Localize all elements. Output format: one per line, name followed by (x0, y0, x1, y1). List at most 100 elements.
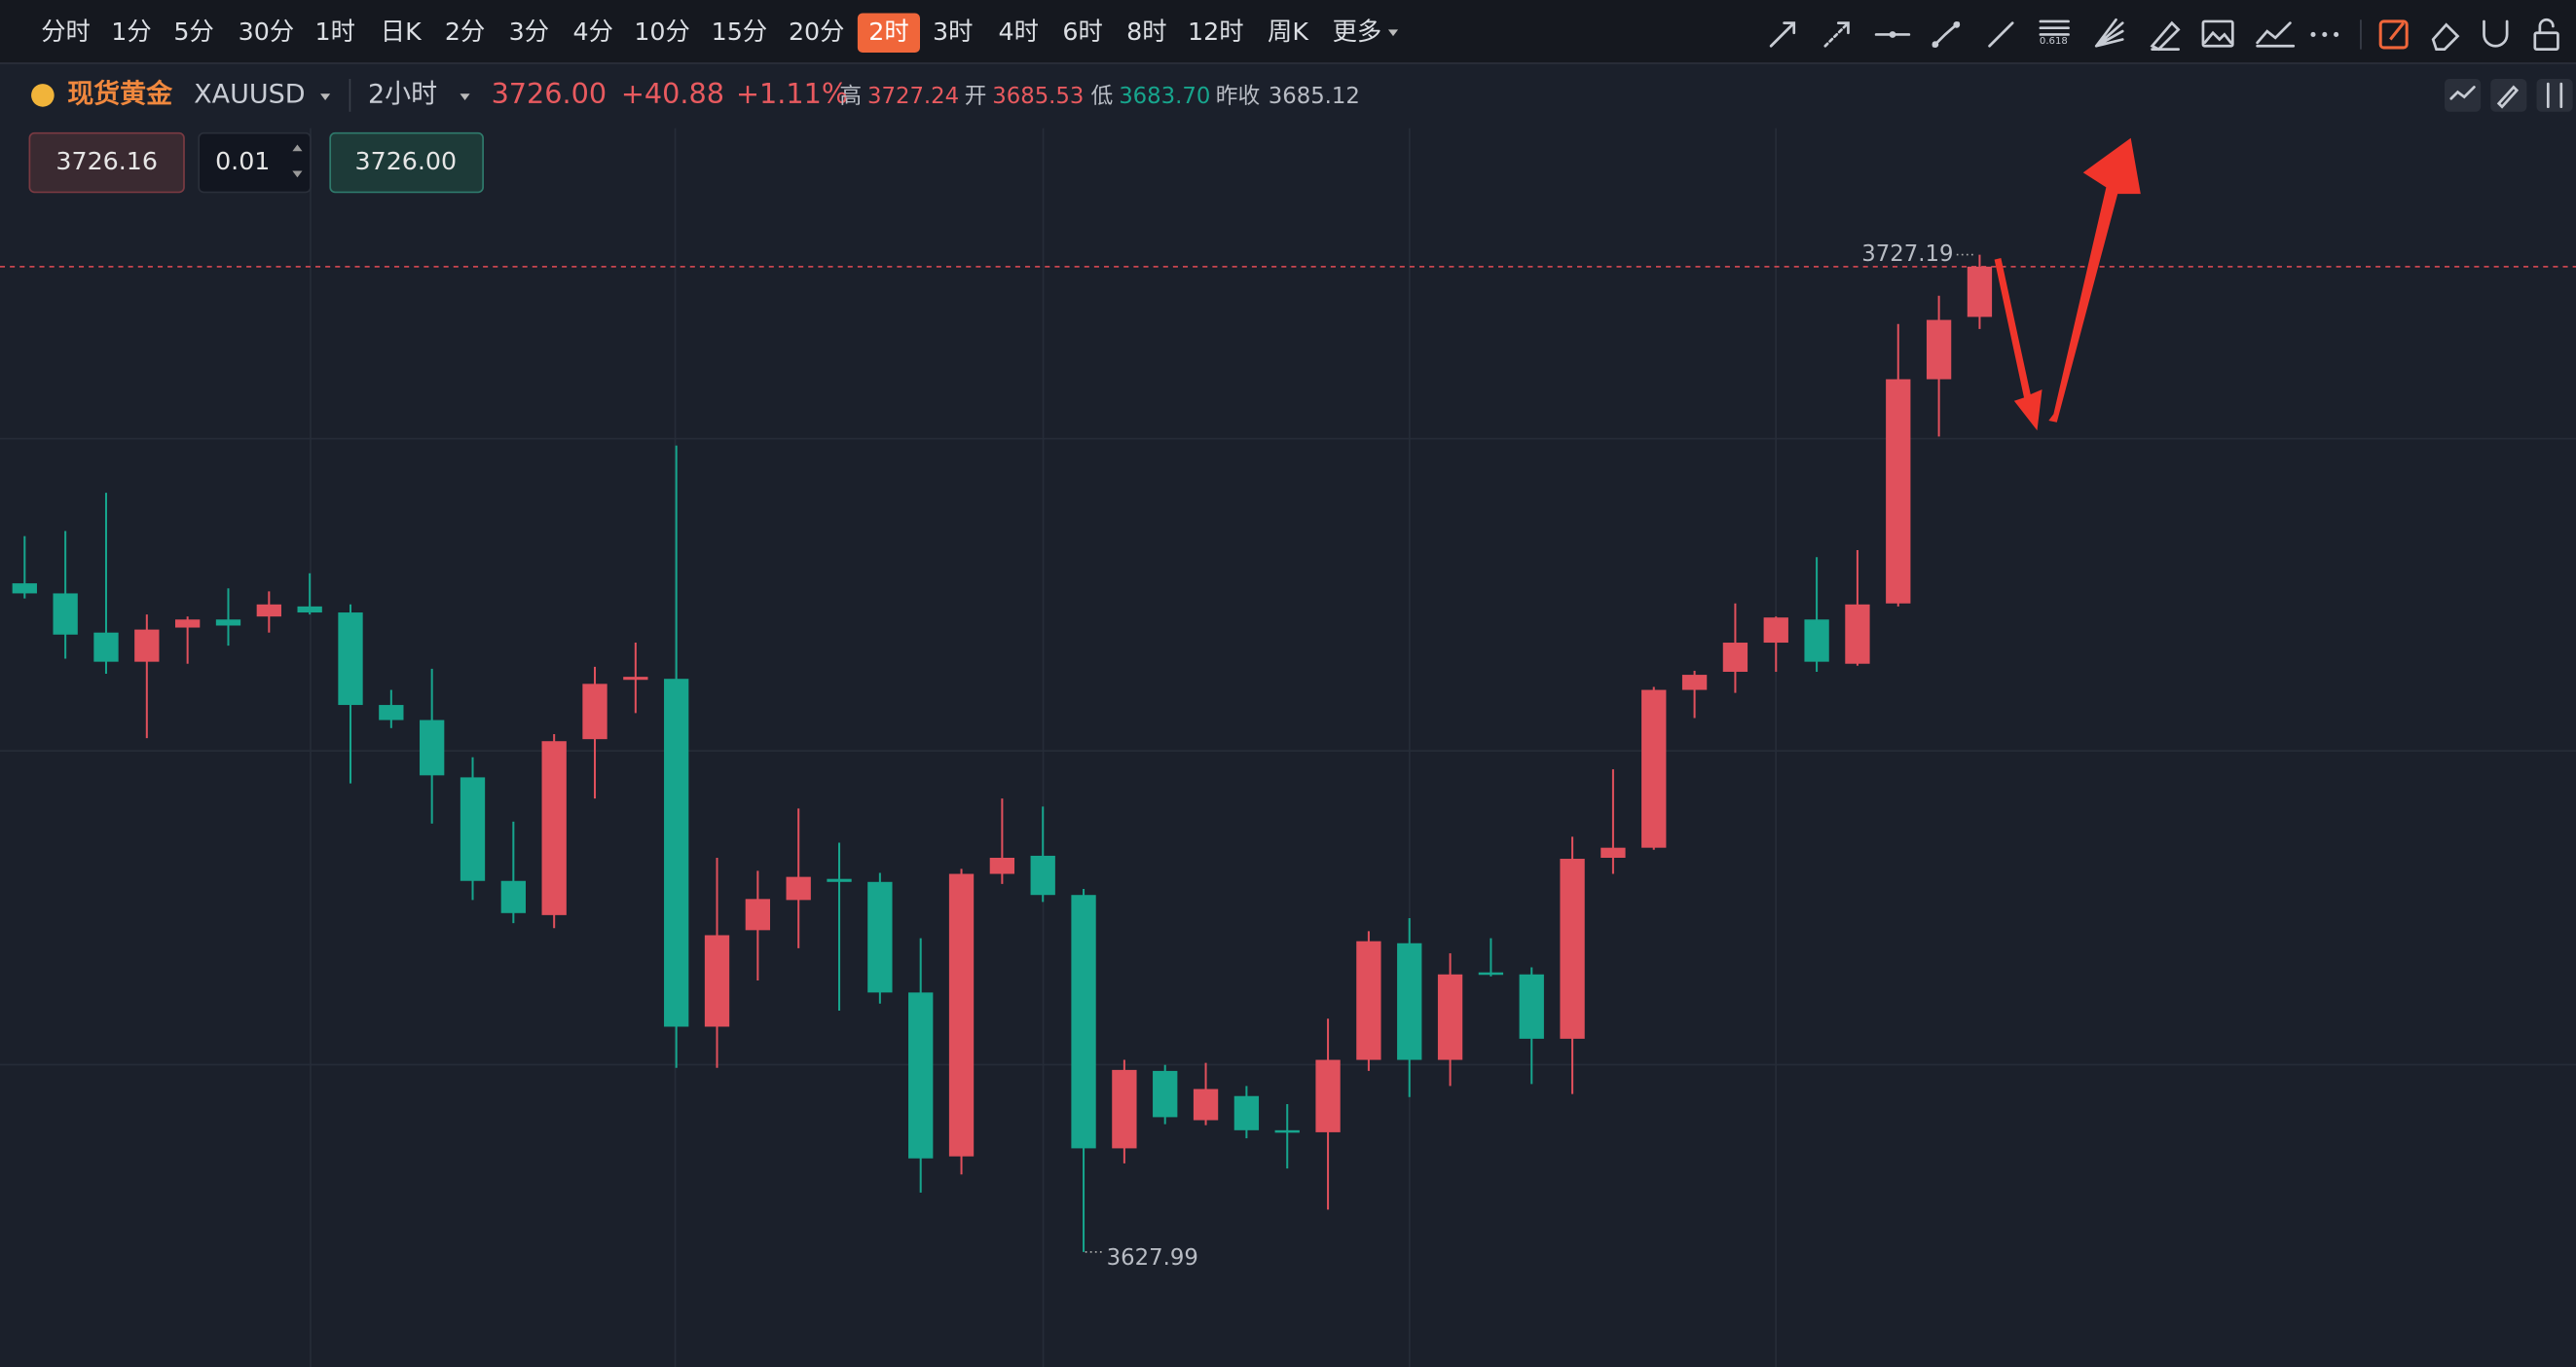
quantity-stepper[interactable] (292, 144, 303, 178)
candle-body (786, 876, 811, 901)
interval-tab[interactable]: 4时 (999, 18, 1039, 46)
candle-body (1112, 1069, 1137, 1149)
candle-body (93, 632, 119, 662)
candle-body (1519, 974, 1544, 1039)
candle-body (1845, 604, 1870, 664)
candle-body (12, 583, 37, 594)
stat-label: 开 (965, 84, 987, 109)
interval-tab[interactable]: 3时 (933, 18, 973, 46)
interval-tab[interactable]: 周K (1268, 18, 1309, 46)
stat-value: 3685.53 (992, 84, 1084, 109)
candle-body (1681, 675, 1708, 690)
symbol-name[interactable]: 现货黄金 (67, 78, 173, 109)
toolbar (0, 0, 2576, 63)
active-tab[interactable] (857, 13, 920, 54)
interval-tab[interactable]: 4分 (572, 18, 612, 46)
candle-body (460, 777, 486, 881)
candle-body (989, 858, 1015, 874)
interval-tab[interactable]: 2时 (868, 18, 908, 46)
candle-body (1274, 1129, 1300, 1133)
buy-price[interactable]: 3726.00 (355, 147, 458, 175)
candle-body (1886, 379, 1911, 604)
candle-body (1926, 319, 1952, 380)
interval-tabs: 分时 1分 5分 30分 1时 日K 2分 3分 4分 10分 15分 20分 2时 3时 4时 6时 8时 12… (41, 13, 1382, 54)
candle-body (1030, 855, 1055, 896)
interval-tab[interactable]: 1分 (111, 18, 151, 46)
more-caret (1387, 29, 1399, 37)
candle-body (623, 677, 648, 681)
interval-tab[interactable]: 30分 (239, 18, 295, 46)
candle-body (500, 880, 526, 913)
interval-tab[interactable]: 20分 (789, 18, 845, 46)
candle-body (1193, 1089, 1219, 1121)
interval-tab[interactable]: 分时 (41, 18, 91, 46)
candle-body (379, 705, 404, 720)
candle-body (420, 720, 445, 776)
candle-body (1437, 974, 1463, 1060)
interval-tab[interactable]: 3分 (509, 18, 549, 46)
interval-tab[interactable]: 1时 (315, 18, 355, 46)
candle-body (827, 878, 852, 882)
period[interactable]: 2小时 (368, 79, 437, 109)
low-label: 3627.99 (1107, 1245, 1198, 1271)
candle-body (1763, 617, 1788, 644)
annotation-arrow (2048, 137, 2141, 423)
candle-body (1641, 689, 1667, 848)
candle-body (1478, 972, 1504, 976)
interval-tab[interactable]: 2分 (445, 18, 485, 46)
change-pct: +1.11% (736, 77, 848, 110)
candle-body (1804, 619, 1829, 662)
symbol-caret (320, 93, 331, 100)
candle-body (215, 619, 241, 626)
period-caret (460, 93, 470, 100)
candle-body (1153, 1070, 1178, 1118)
candle-body (1356, 941, 1381, 1060)
price: 3726.00 (492, 77, 607, 110)
change: +40.88 (621, 77, 724, 110)
interval-tab[interactable]: 12时 (1188, 18, 1244, 46)
quantity[interactable]: 0.01 (215, 147, 270, 175)
high-label: 3727.19 (1861, 241, 1953, 267)
candle-body (1397, 942, 1422, 1060)
candle-body (134, 629, 160, 662)
candle-body (948, 873, 975, 1157)
interval-tab[interactable]: 8时 (1126, 18, 1166, 46)
candle-body (745, 899, 771, 931)
interval-tab[interactable]: 5分 (173, 18, 213, 46)
candle-body (582, 684, 607, 740)
annotation-arrow (1994, 257, 2042, 431)
candle-body (256, 604, 281, 617)
interval-tab[interactable]: 6时 (1062, 18, 1102, 46)
candles: 3727.19 3627.99 (0, 241, 2576, 1271)
symbol-code[interactable]: XAUUSD (194, 79, 305, 109)
buy-box[interactable] (329, 131, 484, 194)
candle-body (175, 619, 201, 628)
candle-body (338, 612, 363, 706)
svg-text:0.618: 0.618 (2040, 36, 2068, 47)
stats: 高 3727.24 开 3685.53 低 3683.70 昨收 3685.12 (839, 84, 1360, 109)
interval-tab[interactable]: 15分 (712, 18, 767, 46)
candle-body (297, 606, 322, 613)
candle-body (1233, 1095, 1260, 1130)
candle-body (1315, 1059, 1341, 1132)
stat-label: 高 (839, 84, 862, 109)
stat-label: 低 (1091, 84, 1114, 109)
stat-label: 昨收 (1216, 84, 1261, 109)
candle-body (1722, 643, 1748, 672)
drawing-tools[interactable]: 0.618 (1769, 18, 2559, 52)
header-buttons[interactable] (2445, 79, 2573, 112)
sell-box[interactable] (28, 131, 185, 194)
symbol-icon (31, 84, 55, 107)
candle-body (53, 593, 78, 635)
interval-tab[interactable]: 10分 (634, 18, 689, 46)
candle-body (664, 679, 689, 1027)
interval-tab[interactable]: 日K (381, 18, 423, 46)
candle-body (541, 741, 567, 915)
candle-body (1967, 266, 1993, 317)
candle-body (867, 881, 893, 993)
interval-tab[interactable]: 更多 (1333, 18, 1382, 46)
sell-price[interactable]: 3726.16 (55, 147, 158, 175)
quantity-box[interactable] (198, 131, 312, 194)
